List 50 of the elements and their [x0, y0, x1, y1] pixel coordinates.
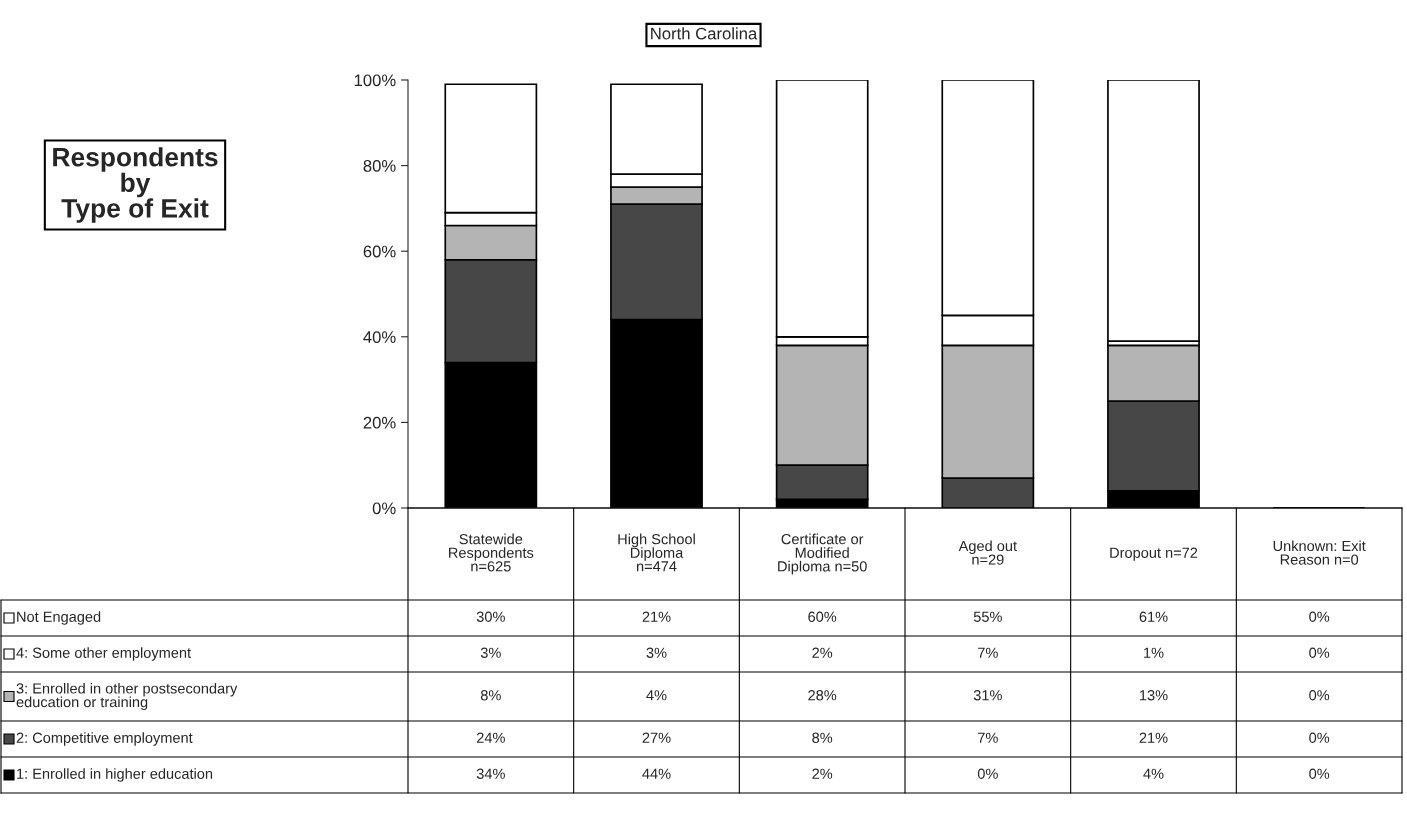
y-tick-label: 20%: [363, 416, 396, 429]
x-tick-label: Unknown: Exit Reason n=0: [1273, 540, 1366, 565]
x-tick-label: Certificate or Modified Diploma n=50: [778, 533, 867, 575]
y-tick-label: 40%: [363, 331, 396, 343]
data-label: 13%: [1140, 690, 1168, 701]
data-label: 21%: [1139, 732, 1168, 743]
x-tick-label: High School Diploma n=474: [618, 533, 695, 572]
legend-label: 3: Enrolled in other postsecondary education or training: [16, 682, 238, 711]
data-label: 4%: [1143, 768, 1164, 779]
data-label: 30%: [476, 611, 505, 622]
data-label: 34%: [476, 768, 505, 779]
data-label: 8%: [480, 690, 501, 701]
text: Respondents by Type of Exit: [53, 147, 218, 223]
y-tick-label: 0%: [372, 502, 396, 515]
legend-label: 2: Competitive employment: [16, 732, 193, 746]
y-tick-label: 60%: [363, 245, 396, 258]
data-label: 55%: [973, 611, 1002, 622]
legend-label: Not Engaged: [17, 611, 101, 625]
data-label: 27%: [642, 732, 671, 743]
chart-title: North Carolina: [651, 27, 758, 40]
legend-label: 1: Enrolled in higher education: [17, 768, 213, 782]
data-label: 0%: [1309, 732, 1330, 743]
y-tick-label: 80%: [363, 160, 396, 172]
legend-label: 4: Some other employment: [16, 647, 191, 661]
data-label: 2%: [812, 768, 833, 779]
x-tick-label: Aged out n=29: [958, 540, 1017, 565]
data-label: 8%: [812, 732, 833, 743]
data-label: 0%: [1309, 611, 1330, 622]
data-label: 3%: [646, 647, 667, 658]
data-label: 2%: [812, 647, 833, 658]
x-tick-label: Dropout n=72: [1110, 547, 1198, 561]
data-label: 60%: [808, 611, 837, 622]
data-label: 4%: [646, 690, 667, 701]
data-label: 7%: [978, 732, 998, 743]
bar: [1107, 80, 1200, 342]
data-label: 61%: [1139, 611, 1168, 622]
data-label: 44%: [642, 768, 671, 779]
data-label: 1%: [1144, 647, 1164, 658]
data-label: 28%: [808, 690, 837, 701]
x-tick-label: Statewide Respondents n=625: [449, 533, 534, 572]
data-label: 3%: [480, 647, 501, 658]
data-label: 21%: [642, 611, 671, 622]
data-label: 0%: [1309, 690, 1330, 701]
y-tick-label: 100%: [354, 74, 396, 87]
data-label: 0%: [1309, 768, 1330, 779]
data-label: 0%: [1309, 647, 1330, 658]
data-label: 0%: [977, 768, 998, 779]
data-label: 31%: [973, 690, 1002, 701]
data-label: 24%: [476, 732, 505, 743]
data-label: 7%: [978, 647, 998, 658]
